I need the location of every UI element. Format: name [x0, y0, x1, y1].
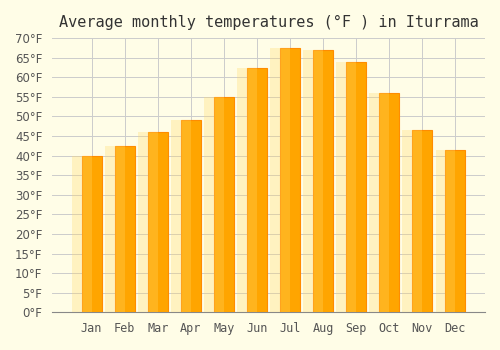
Bar	[412, 130, 432, 312]
Bar	[105, 146, 124, 312]
Bar	[181, 120, 201, 312]
Bar	[82, 156, 102, 312]
Bar	[313, 50, 333, 312]
Bar	[380, 93, 399, 312]
Bar	[138, 132, 158, 312]
Bar	[370, 93, 390, 312]
Bar	[304, 50, 323, 312]
Bar	[214, 97, 234, 312]
Bar	[446, 150, 466, 312]
Bar	[237, 68, 257, 312]
Bar	[346, 62, 366, 312]
Bar	[204, 97, 224, 312]
Bar	[402, 130, 422, 312]
Bar	[171, 120, 191, 312]
Bar	[148, 132, 168, 312]
Bar	[115, 146, 134, 312]
Bar	[336, 62, 356, 312]
Bar	[72, 156, 92, 312]
Bar	[280, 48, 300, 312]
Bar	[247, 68, 267, 312]
Bar	[270, 48, 290, 312]
Title: Average monthly temperatures (°F ) in Iturrama: Average monthly temperatures (°F ) in It…	[58, 15, 478, 30]
Bar	[436, 150, 456, 312]
